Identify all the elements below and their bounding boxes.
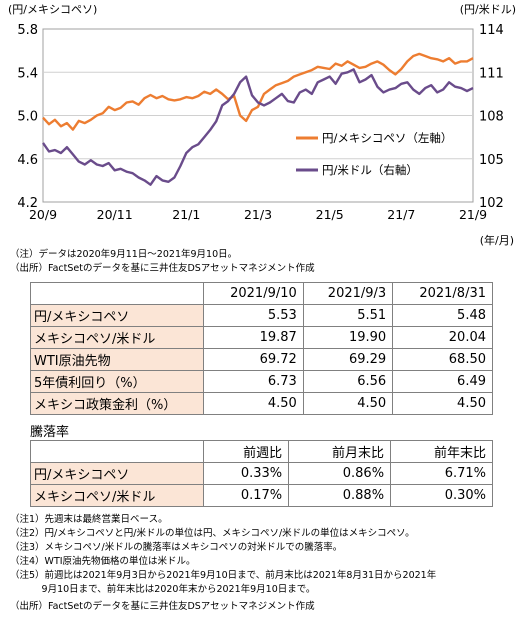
left-tick-label: 5.0 bbox=[17, 110, 38, 125]
cell: 5.51 bbox=[302, 304, 394, 327]
left-axis-ticks: 5.8 5.4 5.0 4.6 4.2 bbox=[17, 23, 38, 211]
cell: 0.86% bbox=[288, 462, 392, 485]
cell: 4.50 bbox=[203, 392, 304, 415]
cell: 69.72 bbox=[203, 348, 304, 371]
cell: 4.50 bbox=[392, 392, 493, 415]
table-row: 円/メキシコペソ 0.33% 0.86% 6.71% bbox=[30, 462, 493, 485]
cell: 6.56 bbox=[302, 370, 394, 393]
right-tick-label: 102 bbox=[479, 196, 504, 211]
cell: 68.50 bbox=[392, 348, 493, 371]
left-axis-unit: (円/メキシコペソ) bbox=[8, 3, 97, 16]
series-line-jpy-usd bbox=[42, 68, 474, 186]
left-tick-label: 4.6 bbox=[17, 153, 38, 168]
right-tick-label: 114 bbox=[479, 23, 504, 38]
cell: 4.50 bbox=[302, 392, 394, 415]
cell: 5.53 bbox=[203, 304, 304, 327]
cell: 0.30% bbox=[390, 484, 493, 507]
change-rate-title: 騰落率 bbox=[30, 425, 70, 440]
table-row: メキシコペソ/米ドル 19.87 19.90 20.04 bbox=[30, 326, 493, 349]
table-row: メキシコ政策金利（%） 4.50 4.50 4.50 bbox=[30, 392, 493, 415]
table-header-row: 2021/9/10 2021/9/3 2021/8/31 bbox=[30, 282, 493, 305]
x-tick-label: 21/3 bbox=[244, 207, 272, 222]
col-header: 2021/9/3 bbox=[302, 282, 394, 305]
left-tick-label: 5.4 bbox=[17, 66, 38, 81]
footnote-1: （注1）先週末は最終営業日ベース。 bbox=[10, 514, 168, 525]
legend: 円/メキシコペソ（左軸） 円/米ドル（右軸） bbox=[296, 131, 452, 177]
series-lines bbox=[42, 52, 474, 186]
table-row: WTI原油先物 69.72 69.29 68.50 bbox=[30, 348, 493, 371]
cell: 19.90 bbox=[302, 326, 394, 349]
footnote-3: （注3）メキシコペソ/米ドルの騰落率はメキシコペソの対米ドルでの騰落率。 bbox=[10, 542, 343, 553]
line-chart: (円/メキシコペソ) (円/米ドル) 5.85.45.04.64.2 11411… bbox=[8, 3, 516, 247]
cell: 6.71% bbox=[390, 462, 493, 485]
legend-label-usd: 円/米ドル（右軸） bbox=[322, 163, 418, 177]
x-tick-label: 20/9 bbox=[29, 207, 57, 222]
source-note-2: （出所）FactSetのデータを基に三井住友DSアセットマネジメント作成 bbox=[10, 263, 315, 274]
footnote-source: （出所）FactSetのデータを基に三井住友DSアセットマネジメント作成 bbox=[10, 601, 315, 612]
right-tick-label: 111 bbox=[479, 66, 504, 81]
right-axis-unit: (円/米ドル) bbox=[460, 3, 516, 16]
x-tick-label: 21/9 bbox=[459, 207, 487, 222]
grid-lines bbox=[43, 71, 473, 160]
source-note-1: （注）データは2020年9月11日～2021年9月10日。 bbox=[10, 249, 238, 260]
left-tick-label: 5.8 bbox=[17, 23, 38, 38]
left-tick-label: 4.2 bbox=[17, 196, 38, 211]
row-label: メキシコペソ/米ドル bbox=[30, 484, 204, 507]
col-header: 前年末比 bbox=[390, 440, 493, 463]
x-tick-label: 21/7 bbox=[387, 207, 415, 222]
x-tick-label: 21/1 bbox=[172, 207, 200, 222]
col-header: 2021/9/10 bbox=[203, 282, 304, 305]
change-rate-table: 前週比 前月末比 前年末比 円/メキシコペソ 0.33% 0.86% 6.71%… bbox=[30, 440, 493, 507]
footnote-2: （注2）円/メキシコペソと円/米ドルの単位は円、メキシコペソ/米ドルの単位はメキ… bbox=[10, 528, 415, 539]
cell: 0.88% bbox=[288, 484, 392, 507]
footnote-4: （注4）WTI原油先物価格の単位は米ドル。 bbox=[10, 556, 196, 567]
cell: 6.49 bbox=[392, 370, 493, 393]
cell: 19.87 bbox=[203, 326, 304, 349]
row-label: 円/メキシコペソ bbox=[30, 304, 204, 327]
cell: 20.04 bbox=[392, 326, 493, 349]
row-label: メキシコ政策金利（%） bbox=[30, 392, 204, 415]
table-row: 円/メキシコペソ 5.53 5.51 5.48 bbox=[30, 304, 493, 327]
footnote-5a: （注5）前週比は2021年9月3日から2021年9月10日まで、前月末比は202… bbox=[10, 570, 437, 581]
row-label: 5年債利回り（%） bbox=[30, 370, 204, 393]
x-axis-ticks: 20/9 20/11 21/1 21/3 21/5 21/7 21/9 bbox=[29, 207, 487, 222]
right-axis-ticks: 114 111 108 105 102 bbox=[479, 23, 504, 211]
col-header: 2021/8/31 bbox=[392, 282, 493, 305]
footnote-5b: 9月10日まで、前年末比は2020年末から2021年9月10日まで。 bbox=[10, 584, 316, 595]
right-tick-label: 105 bbox=[479, 153, 504, 168]
row-label: 円/メキシコペソ bbox=[30, 462, 204, 485]
x-axis-unit: (年/月) bbox=[480, 233, 514, 247]
cell: 0.33% bbox=[202, 462, 290, 485]
cell: 0.17% bbox=[202, 484, 290, 507]
row-label: WTI原油先物 bbox=[30, 348, 204, 371]
legend-label-mxn: 円/メキシコペソ（左軸） bbox=[322, 131, 452, 145]
table-row: メキシコペソ/米ドル 0.17% 0.88% 0.30% bbox=[30, 484, 493, 507]
cell: 6.73 bbox=[203, 370, 304, 393]
series-line-jpy-mxn bbox=[42, 52, 474, 131]
x-tick-label: 20/11 bbox=[97, 207, 133, 222]
col-header: 前週比 bbox=[202, 440, 290, 463]
market-table: 2021/9/10 2021/9/3 2021/8/31 円/メキシコペソ 5.… bbox=[30, 282, 493, 415]
table-row: 5年債利回り（%） 6.73 6.56 6.49 bbox=[30, 370, 493, 393]
table-header-row: 前週比 前月末比 前年末比 bbox=[30, 440, 493, 463]
col-header: 前月末比 bbox=[288, 440, 392, 463]
cell: 5.48 bbox=[392, 304, 493, 327]
row-label: メキシコペソ/米ドル bbox=[30, 326, 204, 349]
right-tick-label: 108 bbox=[479, 110, 504, 125]
cell: 69.29 bbox=[302, 348, 394, 371]
x-tick-label: 21/5 bbox=[316, 207, 344, 222]
